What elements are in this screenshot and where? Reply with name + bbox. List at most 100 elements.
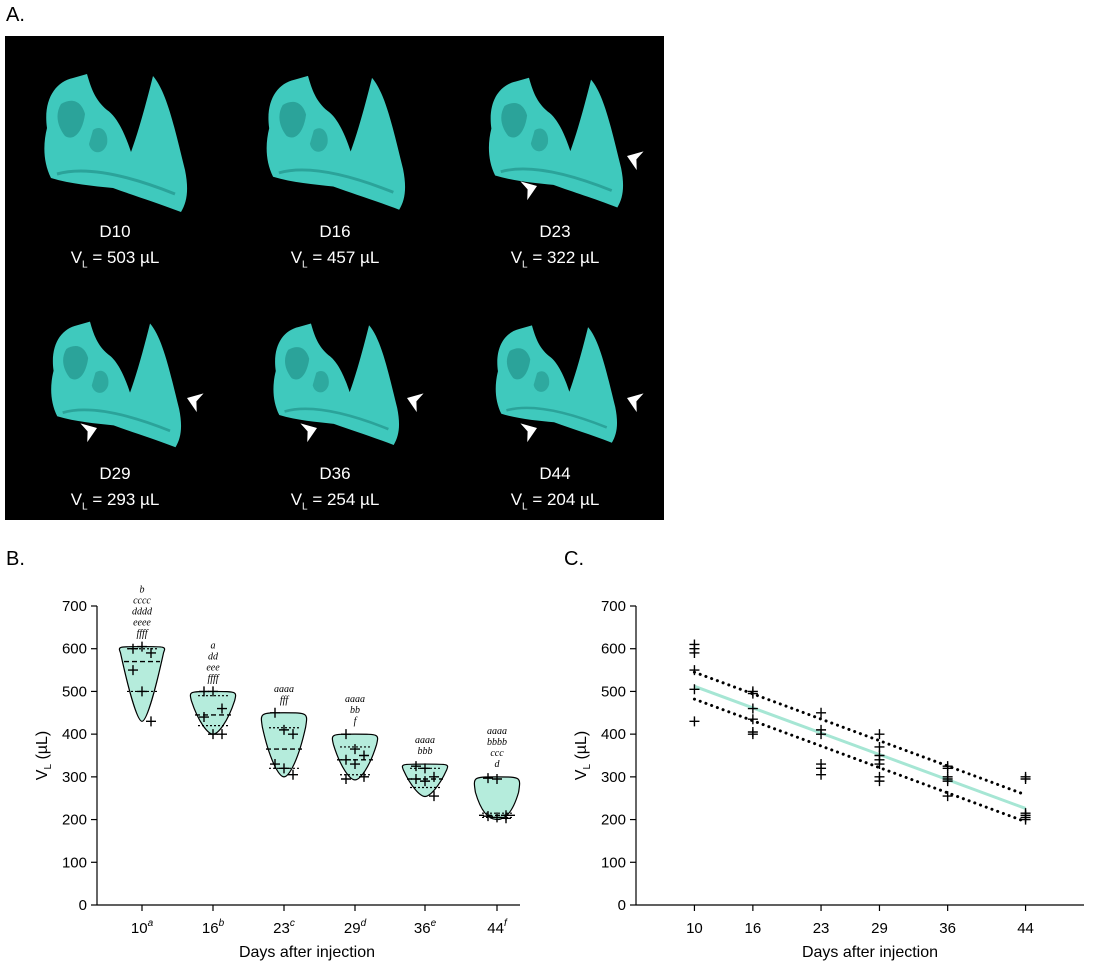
tissue-edge (506, 406, 608, 429)
volume-label: VL = 322 µL (445, 248, 665, 270)
tissue-edge (62, 408, 171, 433)
arrowhead-icon (80, 423, 97, 443)
data-point (747, 729, 758, 740)
arrowhead-icon (300, 423, 317, 443)
data-point (942, 776, 953, 787)
data-point (217, 703, 227, 714)
data-point (492, 773, 502, 784)
data-point (146, 716, 156, 727)
data-point (359, 771, 369, 782)
significance-label: ffff (207, 673, 219, 684)
y-tick-label: 0 (79, 897, 87, 914)
tissue-shadow (501, 102, 528, 138)
data-point (747, 703, 758, 714)
data-point (137, 641, 147, 652)
data-point (942, 791, 953, 802)
day-label: D16 (319, 222, 351, 241)
confidence-band-lower (692, 697, 1028, 824)
significance-label: f (354, 716, 358, 727)
tissue-edge (500, 167, 613, 192)
significance-label: ccc (490, 748, 504, 759)
volume-prefix: V (70, 490, 83, 509)
panel-c-label: C. (564, 548, 584, 570)
data-point (942, 763, 953, 774)
data-point (411, 773, 421, 784)
y-tick-label: 0 (618, 897, 626, 914)
violin-body (331, 733, 379, 781)
x-tick-label: 36 (939, 920, 956, 937)
data-point (874, 776, 885, 787)
arrowhead-icon (520, 181, 537, 201)
significance-label: bb (350, 705, 360, 716)
data-point (874, 759, 885, 770)
regression-line (693, 684, 1027, 810)
tissue-shadow (530, 128, 549, 152)
data-point (341, 754, 351, 765)
data-point (128, 665, 138, 676)
data-point (128, 643, 138, 654)
scatter-chart: 0 100 200 300 400 500 600 700 VL (µL) 10 16 23 29 36 4… (573, 598, 1084, 961)
significance-label: aaaa (487, 726, 507, 737)
data-point (341, 773, 351, 784)
violin-body (118, 645, 166, 722)
significance-label: dddd (132, 607, 153, 618)
data-point (816, 729, 827, 740)
data-point (359, 750, 369, 761)
volume-label: VL = 457 µL (225, 248, 445, 270)
data-point (199, 712, 209, 723)
data-point (429, 771, 439, 782)
volume-label: VL = 503 µL (5, 248, 225, 270)
arrowhead-icon (407, 393, 424, 413)
tissue-shape (495, 325, 644, 443)
significance-label: fff (280, 695, 290, 706)
violin-group (260, 707, 308, 780)
violin-body (189, 690, 237, 735)
significance-label: aaaa (274, 684, 294, 695)
volume-value: = 204 µL (527, 490, 600, 509)
data-point (208, 729, 218, 740)
volume-subscript: L (302, 501, 308, 513)
tissue-shadow (285, 347, 310, 380)
y-tick-label: 300 (601, 769, 626, 786)
x-tick-label: 23 (813, 920, 830, 937)
y-tick-label: 100 (601, 854, 626, 871)
volume-value: = 457 µL (307, 248, 380, 267)
volume-subscript: L (522, 501, 528, 513)
data-point (137, 686, 147, 697)
significance-label: ffff (136, 629, 148, 640)
data-point (483, 811, 493, 822)
tissue-shadow (312, 371, 329, 393)
x-tick-label: 10 (686, 920, 703, 937)
volume-subscript: L (82, 259, 88, 271)
volume-label: VL = 204 µL (445, 490, 665, 512)
y-tick-label: 500 (601, 683, 626, 700)
significance-label: bbbb (487, 737, 507, 748)
y-tick-label: 600 (62, 641, 87, 658)
volume-subscript: L (82, 501, 88, 513)
volume-value: = 503 µL (87, 248, 160, 267)
significance-label: eee (206, 662, 220, 673)
y-axis-label: VL (µL) (573, 731, 593, 780)
tissue-shadow (89, 127, 108, 153)
reconstruction-d29: D29 VL = 293 µL (5, 278, 225, 520)
significance-label: b (140, 585, 145, 596)
violin-group (189, 686, 237, 740)
confidence-band-upper (692, 670, 1028, 797)
data-point (208, 686, 218, 697)
tissue-shape (273, 323, 424, 445)
x-tick-label: 23c (273, 918, 295, 937)
volume-prefix: V (290, 490, 303, 509)
data-point (279, 763, 289, 774)
y-tick-label: 400 (601, 726, 626, 743)
y-tick-label: 200 (62, 812, 87, 829)
tissue-edge (278, 168, 394, 194)
y-tick-label: 300 (62, 769, 87, 786)
tissue-edge (284, 407, 389, 431)
violin-group (473, 773, 521, 824)
day-label: D23 (539, 222, 571, 241)
data-point (350, 744, 360, 755)
volume-prefix: V (510, 248, 523, 267)
tissue-edge (56, 169, 176, 196)
y-axis-label: VL (µL) (34, 731, 54, 780)
